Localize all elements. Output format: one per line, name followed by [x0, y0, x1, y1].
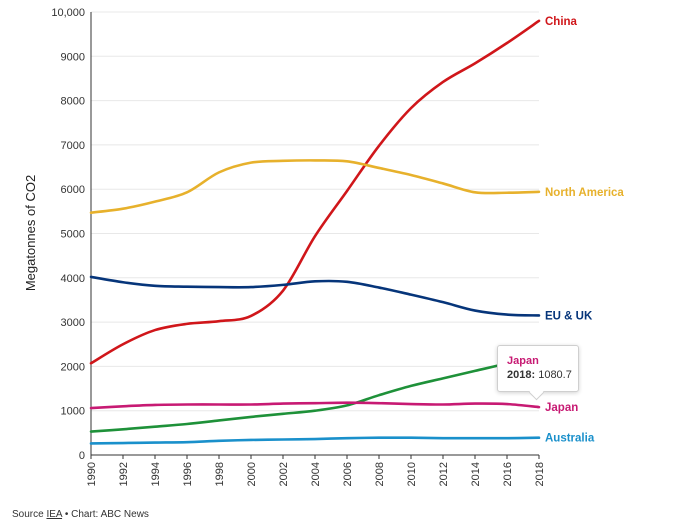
x-tick-label: 2016 [502, 462, 514, 486]
y-tick-label: 4000 [61, 273, 85, 285]
data-tooltip: Japan 2018: 1080.7 [497, 345, 579, 392]
series-line-japan[interactable] [89, 401, 541, 410]
x-tick-label: 2012 [438, 462, 450, 486]
x-tick-labels: 1990 1992 1994 1996 1998 2000 2002 2004 2006 2008… [86, 455, 546, 486]
tooltip-series-name: Japan [507, 355, 539, 367]
y-tick-label: 8000 [61, 96, 85, 108]
axes: Megatonnes of CO2 [23, 12, 539, 456]
source-credit: Source IEA • Chart: ABC News [12, 509, 149, 520]
x-tick-label: 2006 [342, 462, 354, 486]
series-line-north-america[interactable] [89, 159, 541, 214]
y-tick-label: 3000 [61, 317, 85, 329]
x-tick-label: 2010 [406, 462, 418, 486]
y-tick-label: 7000 [61, 140, 85, 152]
x-tick-label: 2004 [310, 462, 322, 486]
y-tick-label: 1000 [61, 406, 85, 418]
tooltip-value-line: 2018: 1080.7 [507, 368, 578, 383]
y-tick-label: 9000 [61, 51, 85, 63]
series-end-labels: China North America EU & UK Japan Australia [545, 16, 624, 445]
series-label-australia: Australia [545, 433, 595, 445]
y-tick-labels: 0 1000 2000 3000 4000 5000 6000 7000 8000 9000 10,… [51, 7, 85, 462]
x-tick-label: 1994 [150, 462, 162, 486]
series-lines [89, 19, 541, 445]
series-label-north-america: North America [545, 187, 624, 199]
x-tick-label: 2018 [534, 462, 546, 486]
source-suffix: • Chart: ABC News [64, 509, 149, 520]
y-tick-label: 6000 [61, 184, 85, 196]
source-link[interactable]: IEA [46, 509, 63, 520]
y-tick-label: 0 [79, 450, 85, 462]
x-tick-label: 2000 [246, 462, 258, 486]
series-line-eu-uk[interactable] [89, 275, 541, 317]
x-tick-label: 2008 [374, 462, 386, 486]
series-label-eu-uk: EU & UK [545, 310, 593, 322]
series-line-australia[interactable] [89, 436, 541, 445]
tooltip-year: 2018: [507, 369, 536, 381]
x-tick-label: 2014 [470, 462, 482, 486]
x-tick-label: 1992 [118, 462, 130, 486]
tooltip-value: 1080.7 [538, 369, 572, 381]
x-tick-label: 1990 [86, 462, 98, 486]
y-axis-title: Megatonnes of CO2 [23, 175, 38, 291]
x-tick-label: 2002 [278, 462, 290, 486]
x-tick-label: 1996 [182, 462, 194, 486]
gridlines [91, 11, 539, 412]
series-line-china[interactable] [89, 19, 541, 365]
source-prefix: Source [12, 509, 44, 520]
x-tick-label: 1998 [214, 462, 226, 486]
y-tick-label: 2000 [61, 361, 85, 373]
series-line-india[interactable] [89, 351, 541, 433]
series-label-japan: Japan [545, 402, 578, 414]
series-label-china: China [545, 16, 578, 28]
y-tick-label: 10,000 [51, 7, 85, 19]
y-tick-label: 5000 [61, 229, 85, 241]
